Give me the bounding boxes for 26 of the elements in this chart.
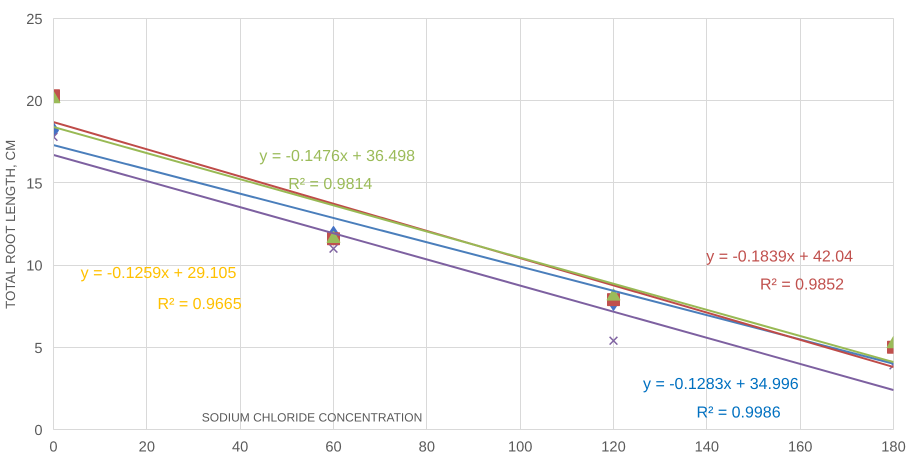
x-tick-label: 160: [788, 440, 812, 456]
annotation: R² = 0.9986: [696, 404, 781, 422]
annotation: R² = 0.9665: [158, 296, 242, 314]
y-tick-label: 20: [26, 94, 43, 110]
y-tick-label: 10: [26, 258, 43, 275]
annotation: y = -0.1476x + 36.498: [259, 148, 416, 166]
x-tick-label: 80: [418, 440, 435, 456]
annotation: y = -0.1283x + 34.996: [642, 376, 799, 393]
x-tick-label: 0: [49, 440, 58, 456]
annotation: R² = 0.9852: [760, 276, 844, 294]
x-tick-label: 60: [325, 440, 342, 456]
x-tick-label: 180: [881, 440, 906, 456]
x-tick-label: 140: [694, 440, 720, 456]
y-tick-label: 25: [26, 12, 43, 28]
y-axis-title: TOTAL ROOT LENGTH, CM: [3, 140, 18, 309]
y-tick-label: 0: [34, 423, 43, 439]
annotation: y = -0.1839x + 42.04: [706, 248, 854, 266]
y-tick-label: 5: [34, 340, 43, 357]
x-axis-title: SODIUM CHLORIDE CONCENTRATION: [202, 410, 422, 425]
x-tick-label: 120: [601, 440, 626, 456]
x-tick-label: 100: [508, 440, 532, 456]
x-tick-label: 40: [232, 440, 248, 456]
y-tick-label: 15: [26, 176, 43, 192]
annotation: R² = 0.9814: [288, 176, 372, 194]
annotation: y = -0.1259x + 29.105: [80, 264, 236, 282]
x-tick-label: 20: [138, 440, 155, 456]
